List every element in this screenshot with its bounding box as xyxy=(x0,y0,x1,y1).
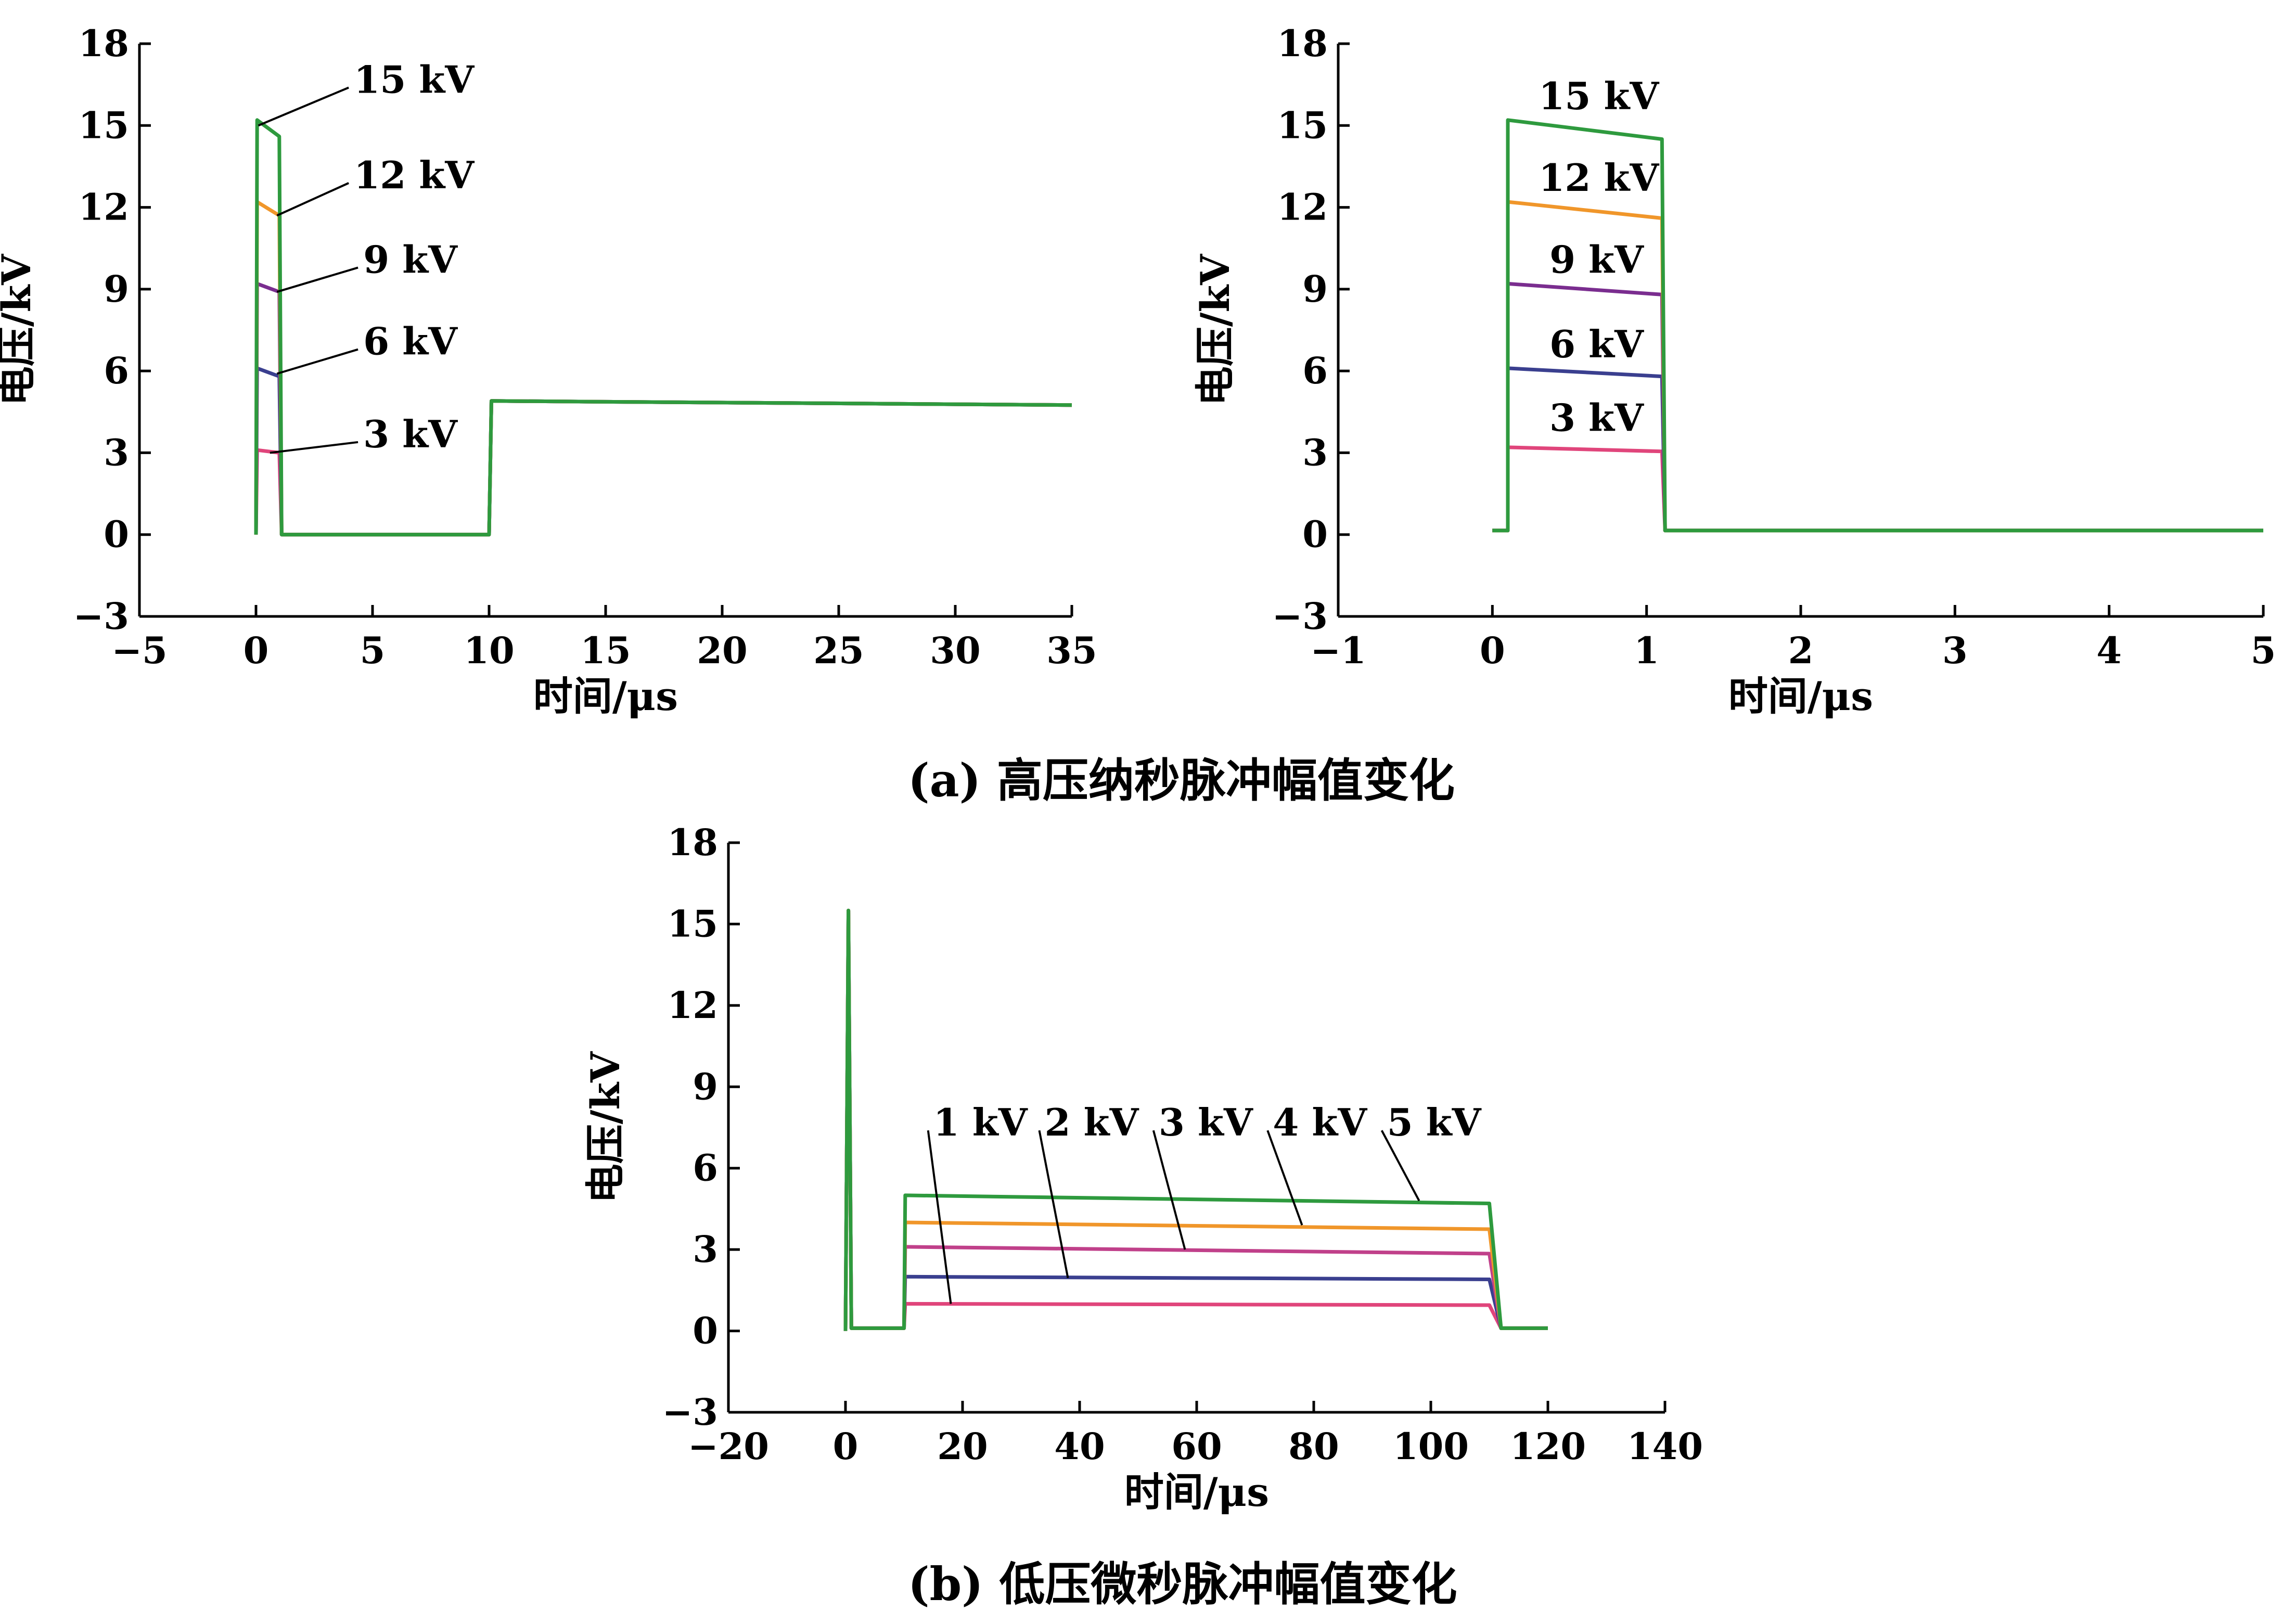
annotation-label: 4 kV xyxy=(1273,1100,1367,1144)
y-tick-label: −3 xyxy=(662,1390,718,1434)
x-tick-label: 0 xyxy=(244,629,269,672)
y-tick-label: 12 xyxy=(79,186,129,229)
y-axis-label: 电压/kV xyxy=(0,253,40,406)
x-tick-label: −1 xyxy=(1310,629,1366,672)
x-tick-label: 20 xyxy=(937,1425,988,1468)
annotation-leader xyxy=(258,86,349,127)
x-tick-label: 20 xyxy=(697,629,747,672)
annotation-leader xyxy=(276,266,358,293)
x-tick-label: 5 xyxy=(2251,629,2276,672)
annotation-label: 1 kV xyxy=(933,1100,1028,1144)
x-axis-label: 时间/μs xyxy=(1124,1469,1269,1515)
x-tick-label: 30 xyxy=(930,629,980,672)
x-tick-label: 25 xyxy=(813,629,864,672)
chart-b: −3 0 3 6 9 12 15 18 −20 0 20 40 60 80 100 120 140 时间/μs 电压… xyxy=(582,821,1703,1515)
x-tick-label: 100 xyxy=(1393,1425,1469,1468)
y-tick-label: 12 xyxy=(1277,186,1328,229)
x-tick-label: 120 xyxy=(1510,1425,1586,1468)
annotation-label: 15 kV xyxy=(354,57,475,101)
annotation-leader xyxy=(276,348,358,375)
annotation-label: 12 kV xyxy=(1539,156,1659,200)
y-tick-label: 9 xyxy=(104,267,129,311)
y-tick-label: 15 xyxy=(668,902,718,945)
y-tick-label: 3 xyxy=(104,431,129,474)
y-tick-label: 9 xyxy=(1302,267,1328,311)
x-tick-label: 3 xyxy=(1942,629,1968,672)
y-tick-label: 15 xyxy=(79,104,129,147)
y-tick-label: 6 xyxy=(693,1146,718,1190)
y-tick-label: 3 xyxy=(1302,431,1328,474)
annotation-leader xyxy=(1380,1130,1420,1202)
y-tick-label: 0 xyxy=(104,513,129,556)
y-axis-label: 电压/kV xyxy=(582,1051,629,1203)
x-tick-label: 60 xyxy=(1171,1425,1222,1468)
y-tick-label: −3 xyxy=(1272,595,1328,638)
x-tick-label: 0 xyxy=(833,1425,858,1468)
series-line-5-kV xyxy=(843,908,1548,1331)
y-tick-label: 18 xyxy=(668,821,718,864)
chart-a1: −3 0 3 6 9 12 15 18 −5 0 5 10 15 20 25 30 35 时间/μs 电压/kV 15… xyxy=(0,22,1097,719)
x-axis-label: 时间/μs xyxy=(533,673,678,719)
y-axis-label: 电压/kV xyxy=(1192,253,1238,406)
x-tick-label: 4 xyxy=(2096,629,2122,672)
annotation-label: 15 kV xyxy=(1539,74,1659,118)
annotation-label: 3 kV xyxy=(1159,1100,1253,1144)
annotation-leader xyxy=(270,441,358,454)
y-tick-label: 9 xyxy=(693,1065,718,1108)
y-tick-label: 0 xyxy=(1302,513,1328,556)
x-tick-label: 5 xyxy=(360,629,386,672)
y-tick-label: 15 xyxy=(1277,104,1328,147)
annotation-leader xyxy=(1038,1130,1069,1279)
x-tick-label: 35 xyxy=(1046,629,1097,672)
annotation-leader xyxy=(1266,1130,1303,1226)
annotation-label: 5 kV xyxy=(1387,1100,1482,1144)
series-line-15-kV xyxy=(254,118,1072,537)
x-tick-label: 80 xyxy=(1288,1425,1339,1468)
x-tick-label: −20 xyxy=(688,1425,769,1468)
series-line-15-kV xyxy=(1492,118,2263,533)
annotation-leader xyxy=(276,182,349,217)
annotation-label: 6 kV xyxy=(363,319,458,364)
x-tick-label: 2 xyxy=(1788,629,1814,672)
y-tick-label: 6 xyxy=(1302,349,1328,392)
x-tick-label: 15 xyxy=(580,629,631,672)
x-tick-label: 0 xyxy=(1480,629,1505,672)
caption-b: (b) 低压微秒脉冲幅值变化 xyxy=(908,1557,1457,1611)
x-tick-label: 10 xyxy=(464,629,514,672)
y-tick-label: 3 xyxy=(693,1228,718,1271)
x-tick-label: 40 xyxy=(1054,1425,1105,1468)
annotation-label: 9 kV xyxy=(363,237,458,281)
annotation-label: 6 kV xyxy=(1549,322,1644,366)
annotation-label: 9 kV xyxy=(1549,237,1644,281)
series-line-3-kV xyxy=(1492,445,2263,533)
caption-a: (a) 高压纳秒脉冲幅值变化 xyxy=(908,753,1455,807)
annotation-leader xyxy=(927,1130,952,1304)
y-tick-label: 12 xyxy=(668,984,718,1027)
annotation-label: 12 kV xyxy=(354,153,475,197)
y-tick-label: 18 xyxy=(79,22,129,65)
x-tick-label: −5 xyxy=(111,629,167,672)
y-tick-label: −3 xyxy=(73,595,129,638)
x-tick-label: 1 xyxy=(1634,629,1659,672)
annotation-label: 3 kV xyxy=(1549,395,1644,440)
x-tick-label: 140 xyxy=(1627,1425,1703,1468)
y-tick-label: 6 xyxy=(104,349,129,392)
annotation-label: 2 kV xyxy=(1045,1100,1139,1144)
y-tick-label: 0 xyxy=(693,1309,718,1352)
annotation-leader xyxy=(1152,1130,1186,1250)
y-tick-label: 18 xyxy=(1277,22,1328,65)
annotation-label: 3 kV xyxy=(363,412,458,456)
x-axis-label: 时间/μs xyxy=(1728,673,1873,719)
